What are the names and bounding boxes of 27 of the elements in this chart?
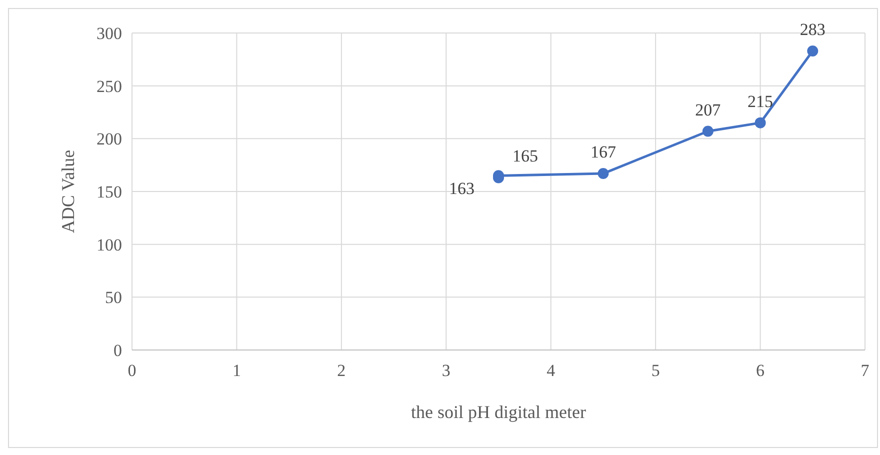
y-axis-title: ADC Value (58, 150, 78, 234)
y-tick-label: 150 (96, 182, 122, 202)
y-tick-label: 250 (96, 76, 122, 96)
x-axis-title: the soil pH digital meter (411, 402, 586, 422)
point (754, 117, 766, 128)
y-tick-label: 200 (96, 130, 122, 149)
x-tick-label: 2 (337, 361, 346, 380)
data-label: 215 (748, 92, 774, 111)
y-tick-label: 50 (105, 288, 122, 308)
data-label: 207 (695, 100, 722, 120)
y-tick-label: 0 (114, 341, 122, 360)
point (807, 45, 818, 56)
data-label: 167 (590, 142, 616, 162)
y-tick-label: 300 (96, 24, 122, 43)
data-label: 163 (449, 178, 474, 198)
data-label: 283 (800, 20, 826, 39)
x-tick-label: 3 (442, 361, 450, 380)
point (702, 126, 714, 137)
x-tick-label: 4 (546, 361, 556, 380)
x-tick-label: 1 (232, 361, 241, 380)
y-tick-label: 100 (96, 235, 122, 254)
x-tick-label: 0 (128, 361, 136, 380)
x-tick-label: 5 (651, 361, 660, 380)
data-label: 165 (512, 146, 538, 166)
x-tick-label: 6 (756, 361, 765, 380)
x-tick-label: 7 (860, 361, 870, 380)
point (598, 168, 609, 180)
